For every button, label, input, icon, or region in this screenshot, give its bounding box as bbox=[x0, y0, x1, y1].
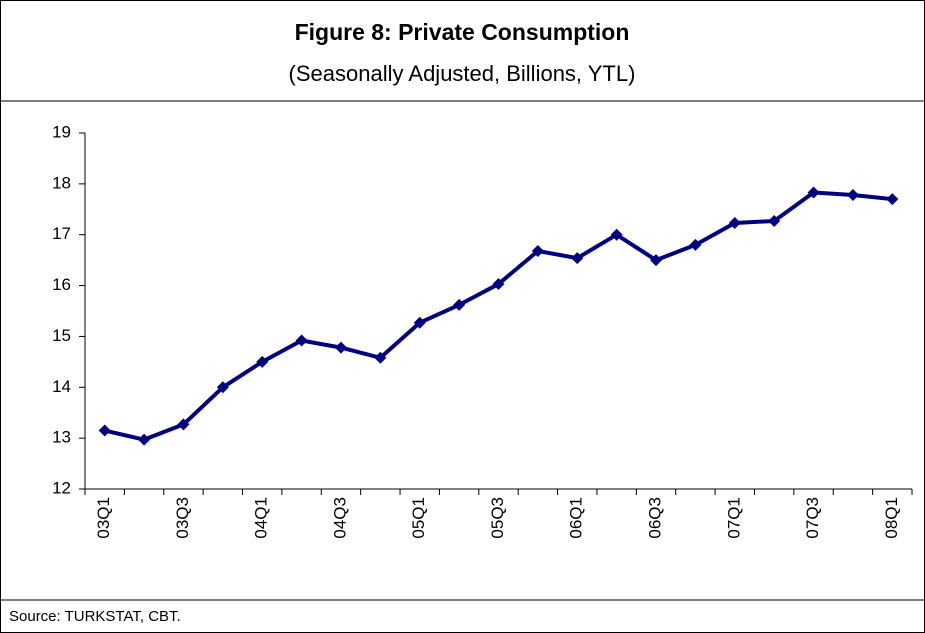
y-tick-label: 18 bbox=[52, 173, 71, 192]
x-tick-label: 07Q1 bbox=[724, 497, 743, 539]
marker bbox=[610, 228, 623, 241]
x-tick-label: 08Q1 bbox=[882, 497, 901, 539]
marker bbox=[571, 252, 584, 265]
marker bbox=[846, 189, 859, 202]
marker bbox=[807, 186, 820, 199]
marker bbox=[177, 418, 190, 431]
y-tick-label: 16 bbox=[52, 275, 71, 294]
x-tick-label: 05Q3 bbox=[488, 497, 507, 539]
y-tick-label: 12 bbox=[52, 478, 71, 497]
marker bbox=[689, 238, 702, 251]
y-tick-label: 17 bbox=[52, 224, 71, 243]
marker bbox=[531, 244, 544, 257]
x-tick-label: 03Q3 bbox=[173, 497, 192, 539]
marker bbox=[256, 355, 269, 368]
chart-subtitle: (Seasonally Adjusted, Billions, YTL) bbox=[289, 61, 636, 86]
marker bbox=[453, 298, 466, 311]
marker bbox=[216, 381, 229, 394]
marker bbox=[138, 433, 151, 446]
marker bbox=[492, 278, 505, 291]
marker bbox=[295, 334, 308, 347]
y-tick-label: 19 bbox=[52, 122, 71, 141]
y-tick-label: 13 bbox=[52, 428, 71, 447]
chart-title: Figure 8: Private Consumption bbox=[295, 19, 630, 45]
y-tick-label: 14 bbox=[52, 377, 71, 396]
marker bbox=[334, 341, 347, 354]
marker bbox=[650, 254, 663, 267]
x-tick-label: 06Q1 bbox=[567, 497, 586, 539]
x-tick-label: 04Q1 bbox=[252, 497, 271, 539]
x-tick-label: 04Q3 bbox=[330, 497, 349, 539]
source-note: Source: TURKSTAT, CBT. bbox=[9, 608, 181, 625]
marker bbox=[374, 351, 387, 364]
y-tick-label: 15 bbox=[52, 326, 71, 345]
x-tick-label: 06Q3 bbox=[646, 497, 665, 539]
marker bbox=[886, 193, 899, 206]
marker bbox=[768, 214, 781, 227]
x-tick-label: 05Q1 bbox=[409, 497, 428, 539]
x-tick-label: 07Q3 bbox=[803, 497, 822, 539]
marker bbox=[413, 316, 426, 329]
marker bbox=[98, 424, 111, 437]
x-tick-label: 03Q1 bbox=[94, 497, 113, 539]
marker bbox=[728, 217, 741, 230]
